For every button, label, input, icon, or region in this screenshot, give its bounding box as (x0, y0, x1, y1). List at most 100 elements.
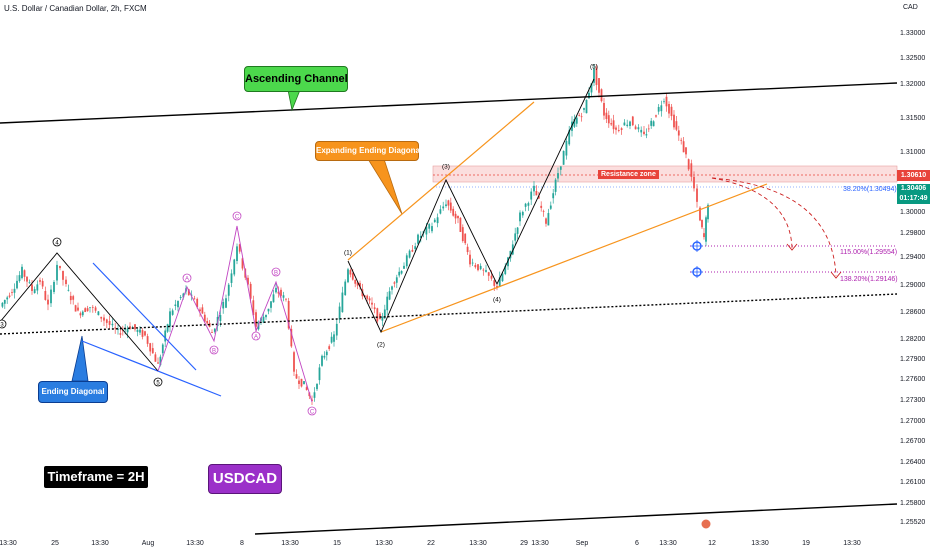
candle-body (626, 124, 629, 126)
candle-body (598, 78, 600, 93)
candle-body (126, 328, 129, 333)
candle-body (705, 217, 707, 242)
candle-body (252, 300, 255, 316)
wave-label: B (274, 271, 278, 277)
candle-body (557, 173, 559, 179)
candle-body (36, 284, 39, 291)
wave-label-ring (271, 267, 281, 277)
candle-body (174, 304, 177, 306)
candle-body (108, 320, 111, 325)
candle-body (552, 193, 555, 199)
candle-body (166, 324, 169, 332)
candle-body (547, 213, 550, 226)
fib-1150-label: 115.00%(1.29554) (840, 249, 898, 256)
time-tick-label: 22 (427, 540, 435, 547)
candle-body (388, 291, 391, 300)
wave-label: (5) (590, 64, 598, 71)
candle-body (631, 116, 634, 126)
candle-body (295, 374, 298, 379)
candle-body (542, 210, 545, 212)
resistance-zone-tag: Resistance zone (598, 170, 659, 179)
wave-label-ring (251, 331, 261, 341)
chart-title: U.S. Dollar / Canadian Dollar, 2h, FXCM (4, 4, 147, 13)
candle-body (464, 233, 467, 244)
time-axis[interactable]: 13:30 25 13:30 Aug 13:30 8 13:30 15 13:30 22 13:30… (0, 540, 861, 547)
price-tick-label: 1.26700 (900, 438, 925, 445)
time-tick-label: Sep (576, 540, 589, 547)
candle-body (562, 150, 565, 165)
candle-body (660, 105, 663, 112)
candle-body (206, 321, 209, 324)
price-tick-label: 1.27600 (900, 376, 925, 383)
candle-body (650, 120, 653, 126)
candle-body (617, 130, 620, 131)
candle-body (56, 264, 58, 281)
candle-body (461, 227, 464, 242)
candle-body (280, 289, 282, 296)
candle-body (134, 324, 136, 330)
wave-label: C (235, 215, 240, 221)
price-axis[interactable]: 1.33000 1.32500 1.32000 1.31500 1.31000 1.300… (900, 30, 925, 526)
time-tick-label: 13:30 (469, 540, 487, 547)
wave-label: A (185, 277, 189, 283)
candle-body (514, 233, 517, 241)
price-tick-label: 1.26400 (900, 459, 925, 466)
candle-body (3, 299, 6, 304)
candle-body (139, 329, 141, 333)
candle-body (647, 128, 650, 130)
candle-body (211, 332, 213, 333)
candle-body (321, 355, 323, 366)
time-tick-label: 12 (708, 540, 716, 547)
candle-body (238, 244, 241, 252)
candle-body (94, 307, 97, 311)
time-tick-label: 19 (802, 540, 810, 547)
candle-body (316, 383, 318, 390)
wave-label: C (310, 410, 315, 416)
candle-body (524, 203, 527, 207)
wave-label-ring (209, 345, 219, 355)
candle-body (67, 289, 70, 291)
candle-body (154, 354, 157, 362)
last-price-tag: 1.30406 (897, 184, 930, 194)
candle-body (477, 264, 479, 271)
candle-body (325, 351, 328, 356)
wave-impulse-main (347, 78, 595, 334)
candle-body (605, 112, 608, 120)
wave-label: 4 (55, 241, 59, 247)
candle-body (187, 289, 190, 296)
candle-body (657, 106, 660, 112)
candle-body (501, 273, 504, 282)
candle-body (675, 121, 678, 130)
candle-body (554, 179, 557, 192)
candle-body (300, 378, 303, 387)
candle-body (39, 280, 41, 282)
candle-body (328, 346, 331, 350)
candle-body (680, 139, 683, 141)
candle-body (668, 104, 670, 114)
candle-body (701, 220, 703, 228)
candle-body (233, 259, 236, 275)
candle-body (414, 246, 417, 250)
candle-body (452, 208, 455, 216)
candle-body (293, 352, 295, 372)
candle-body (540, 205, 543, 208)
price-tick-label: 1.31500 (900, 115, 925, 122)
wave-label: A (254, 335, 258, 341)
candle-body (428, 224, 431, 229)
candle-body (386, 296, 389, 311)
time-tick-label: 13:30 (659, 540, 677, 547)
wave-label-ring (307, 406, 317, 416)
price-tick-label: 1.27300 (900, 397, 925, 404)
candle-body (425, 226, 428, 235)
wave-label-ring (52, 237, 62, 247)
expanding-diagonal-pointer (367, 158, 403, 215)
candle-body (330, 336, 333, 343)
candle-body (86, 308, 89, 312)
expanding-diagonal-callout: Expanding Ending Diagonal (315, 141, 422, 161)
wave-label-ring (182, 273, 192, 283)
candle-body (44, 290, 47, 300)
ending-diagonal-callout: Ending Diagonal (38, 381, 108, 403)
candle-body (431, 226, 433, 232)
candle-body (652, 121, 655, 127)
